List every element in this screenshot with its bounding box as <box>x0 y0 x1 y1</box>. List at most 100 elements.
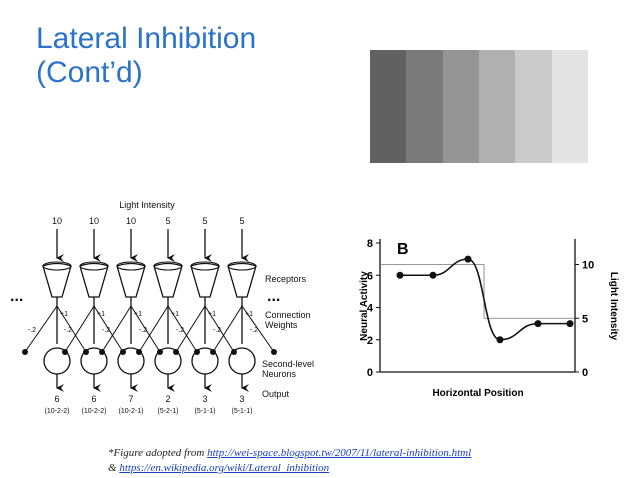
receptor-cup <box>79 262 109 298</box>
inhibitory-synapse <box>271 349 277 355</box>
receptor-rim <box>153 261 183 271</box>
gray-gradient-bar <box>370 50 588 163</box>
slide-title: Lateral Inhibition (Cont’d) <box>36 22 256 90</box>
gradient-shade-1 <box>370 50 407 163</box>
receptor-cup <box>42 262 72 298</box>
inhibitory-connection <box>204 305 235 353</box>
inhibitory-weight: -.2 <box>102 327 110 334</box>
inhibitory-connection <box>167 305 198 353</box>
excitatory-weight: +1 <box>134 311 142 318</box>
y-right-tick-label: 5 <box>582 313 588 325</box>
inhibitory-connection <box>212 305 243 353</box>
input-value: 5 <box>165 216 170 226</box>
y-right-tick-label: 10 <box>582 260 594 272</box>
inhibitory-weight: -.2 <box>176 327 184 334</box>
inhibitory-synapse <box>210 349 216 355</box>
inhibitory-synapse <box>136 349 142 355</box>
receptor-cup <box>227 262 257 298</box>
y-tick-label: 6 <box>367 270 373 282</box>
receptor-rim <box>190 261 220 271</box>
inhibitory-synapse <box>194 349 200 355</box>
gradient-shade-2 <box>406 50 443 163</box>
inhibitory-weight: -.2 <box>250 327 258 334</box>
inhibitory-connection <box>101 305 132 353</box>
caption-prefix-1: *Figure adopted from <box>108 447 208 459</box>
inhibitory-synapse <box>22 349 28 355</box>
receptor-cup <box>116 262 146 298</box>
inhibitory-synapse <box>231 349 237 355</box>
excitatory-weight: +1 <box>97 311 105 318</box>
neural-activity-point <box>534 320 542 328</box>
second-level-label-2: Neurons <box>262 369 297 379</box>
inhibitory-weight: -.2 <box>139 327 147 334</box>
input-value: 10 <box>126 216 136 226</box>
neural-activity-line <box>400 258 570 341</box>
neural-activity-point <box>429 271 437 279</box>
output-formula: (10-2-1) <box>119 408 144 415</box>
inhibitory-weight: -.2 <box>213 327 221 334</box>
neural-activity-point <box>566 320 574 328</box>
input-value: 10 <box>52 216 62 226</box>
receptor-rim <box>79 261 109 271</box>
y-tick-label: 8 <box>367 238 373 250</box>
inhibitory-synapse <box>173 349 179 355</box>
slide-title-line1: Lateral Inhibition <box>36 22 257 55</box>
inhibitory-connection <box>175 305 206 353</box>
source-link-blogspot[interactable]: http://wei-space.blogspot.tw/2007/11/lat… <box>207 447 472 459</box>
gradient-shade-4 <box>478 50 516 163</box>
x-axis-label: Horizontal Position <box>432 388 523 399</box>
light-intensity-label: Light Intensity <box>119 200 175 210</box>
excitatory-weight: +1 <box>245 311 253 318</box>
output-value: 3 <box>239 394 244 404</box>
gradient-shade-6 <box>551 50 588 163</box>
neural-activity-point <box>496 336 504 344</box>
inhibitory-connection <box>64 305 95 353</box>
inhibitory-synapse <box>83 349 89 355</box>
y-tick-label: 2 <box>367 335 373 347</box>
inhibitory-synapse <box>120 349 126 355</box>
slide-title-line2: (Cont’d) <box>36 56 143 89</box>
output-formula: (5-1-1) <box>231 408 252 415</box>
activity-chart: 0 2 4 6 8 0 5 10 B Horizontal Position Neural Acti… <box>359 238 619 399</box>
gradient-shade-5 <box>515 50 552 163</box>
input-value: 10 <box>89 216 99 226</box>
receptor-cup <box>153 262 183 298</box>
lateral-inhibition-network: Light Intensity 10 +1 6 (10-2-2) 10 +1 6 (10-2-2… <box>10 200 314 415</box>
output-label: Output <box>262 389 290 399</box>
inhibitory-connection <box>93 305 124 353</box>
inhibitory-connection <box>24 305 58 353</box>
y-tick-label: 4 <box>367 303 374 315</box>
receptor-rim <box>227 261 257 271</box>
figure-caption: *Figure adopted from http://wei-space.bl… <box>108 446 471 476</box>
neural-activity-point <box>464 255 472 263</box>
y-tick-label: 0 <box>367 367 373 379</box>
connection-weights-label-2: Weights <box>265 320 298 330</box>
output-formula: (5-2-1) <box>157 408 178 415</box>
light-intensity-line <box>380 264 575 319</box>
inhibitory-synapse <box>157 349 163 355</box>
source-link-wikipedia[interactable]: https://en.wikipedia.org/wiki/Lateral_in… <box>119 462 330 474</box>
inhibitory-connection <box>138 305 169 353</box>
inhibitory-connection <box>56 305 87 353</box>
neural-activity-point <box>396 271 404 279</box>
output-formula: (10-2-2) <box>45 408 70 415</box>
output-formula: (10-2-2) <box>82 408 107 415</box>
connection-weights-label: Connection <box>265 310 311 320</box>
output-value: 3 <box>202 394 207 404</box>
y-right-tick-label: 0 <box>582 367 588 379</box>
receptor-rim <box>42 261 72 271</box>
inhibitory-weight: -.2 <box>28 327 36 334</box>
left-ellipsis: ... <box>10 288 23 305</box>
input-value: 5 <box>202 216 207 226</box>
caption-prefix-2: & <box>108 462 120 474</box>
right-ellipsis: ... <box>267 288 280 305</box>
output-value: 6 <box>91 394 96 404</box>
receptor-rim <box>116 261 146 271</box>
excitatory-weight: +1 <box>171 311 179 318</box>
inhibitory-weight: -.2 <box>64 327 72 334</box>
inhibitory-connection <box>241 305 275 353</box>
output-formula: (5-1-1) <box>194 408 215 415</box>
excitatory-weight: +1 <box>208 311 216 318</box>
input-value: 5 <box>239 216 244 226</box>
